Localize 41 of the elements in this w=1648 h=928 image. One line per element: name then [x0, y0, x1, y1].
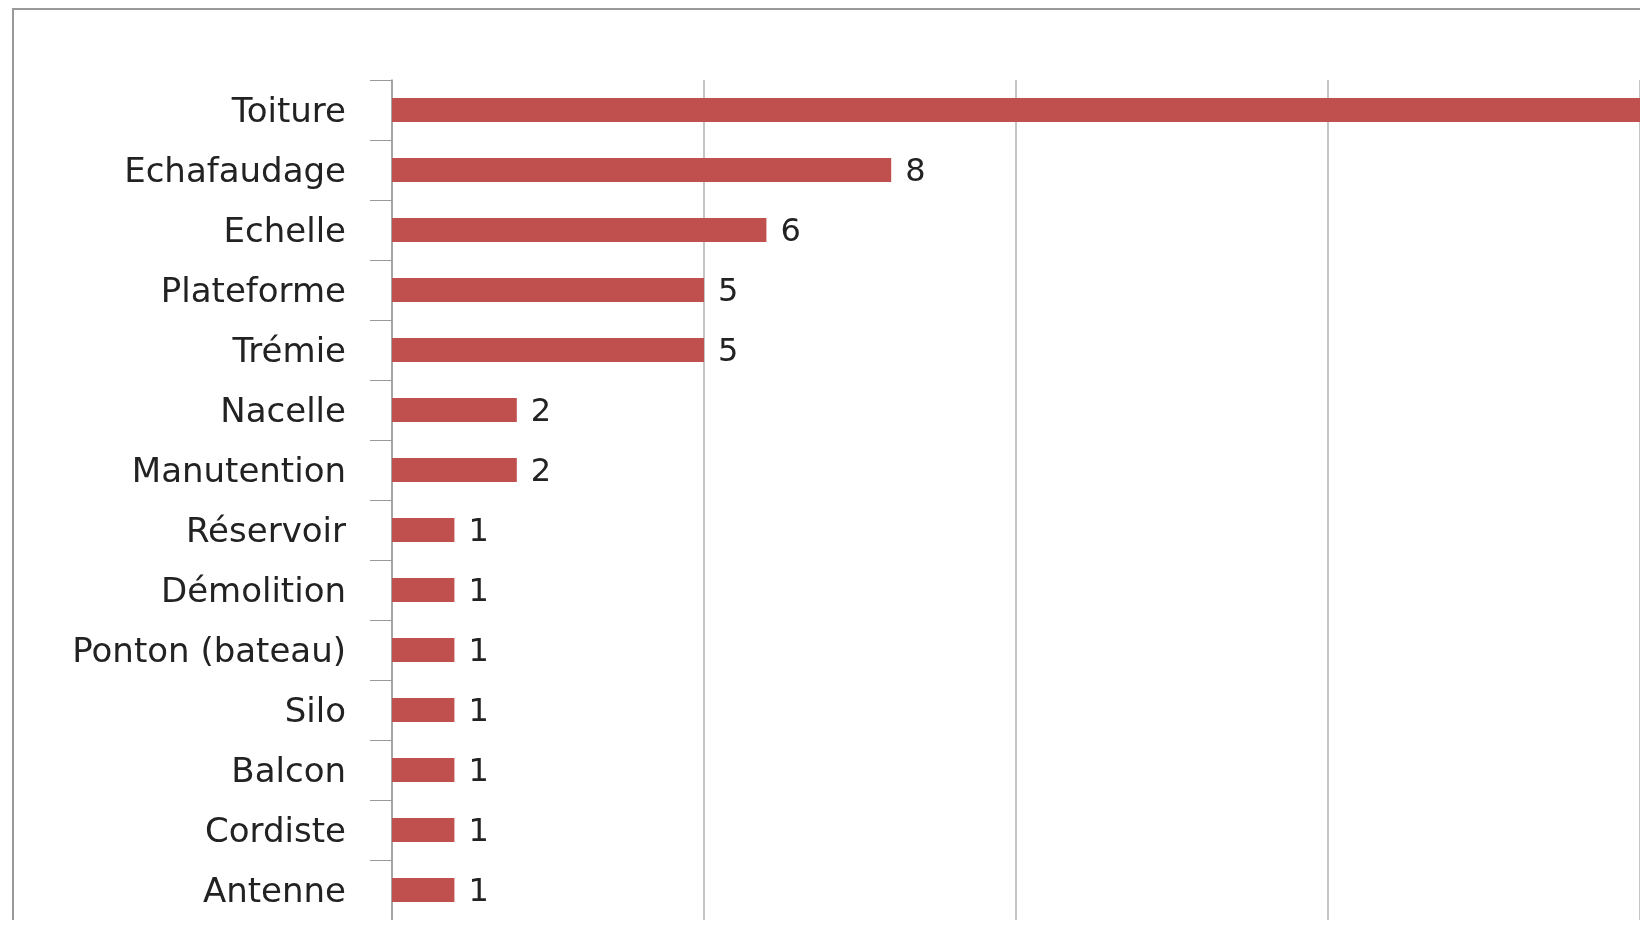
data-label: 5 — [718, 331, 739, 369]
y-tick-label: Trémie — [231, 330, 346, 370]
y-tick-label: Réservoir — [186, 510, 347, 550]
data-label: 8 — [905, 151, 926, 189]
y-tick-label: Nacelle — [220, 390, 346, 430]
bar — [392, 218, 767, 242]
data-label: 1 — [468, 871, 489, 909]
y-tick-label: Démolition — [160, 570, 346, 610]
bar — [392, 338, 704, 362]
bar — [392, 398, 517, 422]
bar — [392, 818, 455, 842]
bar — [392, 518, 455, 542]
y-tick-label: Ponton (bateau) — [72, 630, 346, 670]
bar — [392, 98, 1640, 122]
data-label: 2 — [530, 391, 552, 429]
y-tick-label: Cordiste — [205, 810, 346, 850]
bar — [392, 758, 455, 782]
data-label: 5 — [718, 271, 739, 309]
data-label: 2 — [530, 451, 552, 489]
y-tick-label: Silo — [284, 690, 346, 730]
y-tick-label: Plateforme — [160, 270, 346, 310]
y-tick-label: Toiture — [230, 90, 346, 130]
bar — [392, 638, 455, 662]
y-tick-label: Antenne — [202, 870, 346, 910]
data-label: 1 — [468, 631, 489, 669]
y-tick-label: Balcon — [231, 750, 346, 790]
bar — [392, 878, 455, 902]
data-label: 1 — [468, 691, 489, 729]
bar — [392, 458, 517, 482]
bar — [392, 158, 892, 182]
data-label: 1 — [468, 751, 489, 789]
bar — [392, 698, 455, 722]
data-label: 1 — [468, 571, 489, 609]
y-tick-label: Echafaudage — [124, 150, 346, 190]
bar — [392, 578, 455, 602]
y-tick-label: Manutention — [131, 450, 346, 490]
data-label: 6 — [780, 211, 801, 249]
data-label: 1 — [468, 511, 489, 549]
data-label: 1 — [468, 811, 489, 849]
y-tick-label: Echelle — [223, 210, 346, 250]
bar — [392, 278, 704, 302]
